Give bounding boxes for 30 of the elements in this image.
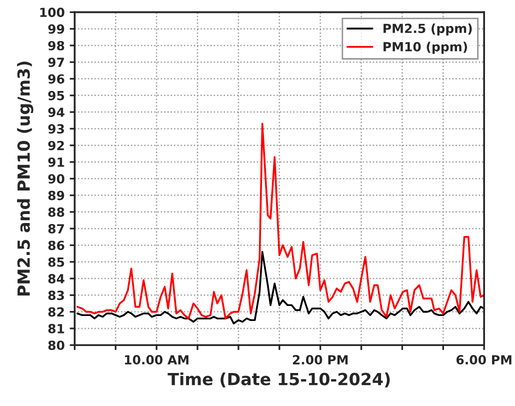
y-tick-label: 95: [48, 90, 64, 100]
y-tick-label: 97: [48, 58, 64, 68]
y-tick-label: 85: [48, 257, 64, 267]
x-tick-label: 2.00 PM: [292, 355, 348, 364]
y-tick-label: 88: [48, 207, 64, 217]
x-tick-label: 6.00 PM: [456, 355, 512, 364]
y-tick-label: 94: [48, 108, 64, 117]
y-tick-label: 90: [48, 174, 64, 184]
y-tick-label: 86: [48, 240, 64, 250]
y-tick-label: 100: [40, 8, 64, 18]
y-tick-label: 80: [48, 340, 64, 350]
y-axis-title: PM2.5 and PM10 (ug/m3): [17, 62, 34, 296]
y-tick-label: 91: [48, 157, 64, 167]
y-tick-label: 82: [48, 307, 64, 317]
y-tick-label: 96: [48, 74, 64, 84]
y-tick-label: 99: [48, 24, 64, 34]
y-tick-label: 89: [48, 190, 64, 200]
x-tick-label: 10.00 AM: [124, 355, 188, 364]
legend-label: PM2.5 (ppm): [384, 23, 472, 36]
legend-label: PM10 (ppm): [384, 42, 468, 54]
y-tick-label: 81: [48, 324, 64, 334]
x-axis-title: Time (Date 15-10-2024): [168, 372, 390, 388]
y-tick-label: 84: [48, 274, 64, 284]
y-tick-label: 83: [48, 290, 64, 300]
line-series: [76, 250, 484, 324]
y-tick-label: 93: [48, 124, 64, 134]
y-tick-label: 92: [48, 140, 64, 150]
y-tick-label: 98: [48, 40, 64, 50]
line-series: [76, 122, 484, 320]
y-tick-label: 87: [48, 224, 64, 234]
